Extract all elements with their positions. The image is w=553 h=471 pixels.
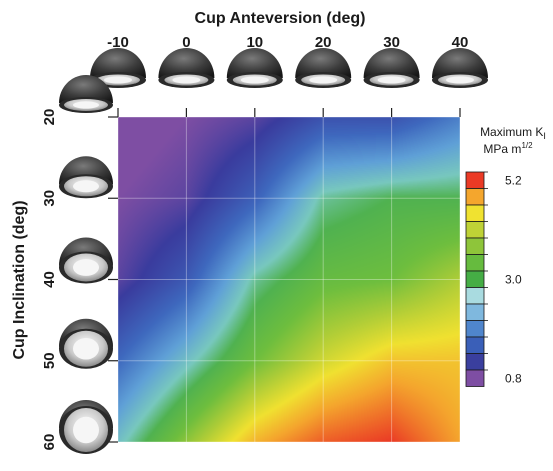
cup-icon [226, 48, 283, 88]
colorbar-swatch [465, 270, 485, 288]
colorbar-swatch [465, 237, 485, 255]
colorbar-swatch [465, 221, 485, 239]
cup-icon [363, 48, 420, 88]
heatmap-field [118, 117, 460, 442]
colorbar-swatch [465, 369, 485, 387]
x-axis-label: Cup Anteversion (deg) [195, 10, 366, 27]
grid-lines [117, 116, 461, 443]
x-tick-label: -10 [107, 34, 129, 51]
cup-illustrations-top [90, 48, 488, 88]
y-tick-label: 60 [41, 434, 58, 451]
cup-icon [59, 237, 113, 284]
x-tick-label: 10 [246, 34, 263, 51]
colorbar-tick-label: 0.8 [505, 371, 522, 385]
cup-icon [59, 75, 113, 113]
cup-icon [59, 400, 113, 454]
colorbar-tick-label: 5.2 [505, 173, 522, 187]
x-tick-label: 30 [383, 34, 400, 51]
x-tick-label: 20 [315, 34, 332, 51]
colorbar-title-sub: I [543, 131, 546, 141]
colorbar-swatch [465, 188, 485, 206]
colorbar-unit-main: MPa m [483, 142, 521, 156]
colorbar-unit: MPa m1/2 [483, 141, 533, 156]
x-tick-label: 0 [182, 34, 190, 51]
colorbar-title: Maximum KI [480, 125, 546, 141]
cup-icon [59, 156, 113, 199]
colorbar-tick-labels: 5.2 3.0 0.8 [505, 173, 522, 385]
x-tick-label: 40 [452, 34, 469, 51]
colorbar-title-main: Maximum K [480, 125, 543, 139]
colorbar-swatch [465, 204, 485, 222]
y-axis-label: Cup Inclination (deg) [11, 200, 28, 359]
y-tick-labels: 20 30 40 50 60 [41, 109, 58, 451]
colorbar-unit-sup: 1/2 [521, 141, 533, 150]
colorbar-swatch [465, 171, 485, 189]
colorbar-swatch [465, 336, 485, 354]
cup-icon [59, 318, 113, 369]
colorbar-tick-label: 3.0 [505, 272, 522, 286]
colorbar-swatch [465, 254, 485, 272]
axis-ticks [108, 108, 461, 443]
colorbar-swatch [465, 303, 485, 321]
y-tick-label: 30 [41, 190, 58, 207]
y-tick-label: 40 [41, 271, 58, 288]
colorbar-swatch [465, 320, 485, 338]
colorbar-swatch [465, 287, 485, 305]
cup-icon [295, 48, 352, 88]
colorbar-swatches [465, 171, 488, 387]
y-tick-label: 50 [41, 352, 58, 369]
colorbar-swatch [465, 353, 485, 371]
cup-illustrations-left [59, 75, 113, 454]
plot-area [118, 117, 460, 442]
cup-icon [158, 48, 215, 88]
y-tick-label: 20 [41, 109, 58, 126]
x-tick-labels: -10 0 10 20 30 40 [107, 34, 468, 51]
cup-icon [432, 48, 488, 88]
colorbar: Maximum KI MPa m1/2 5.2 3.0 0.8 [465, 125, 546, 387]
